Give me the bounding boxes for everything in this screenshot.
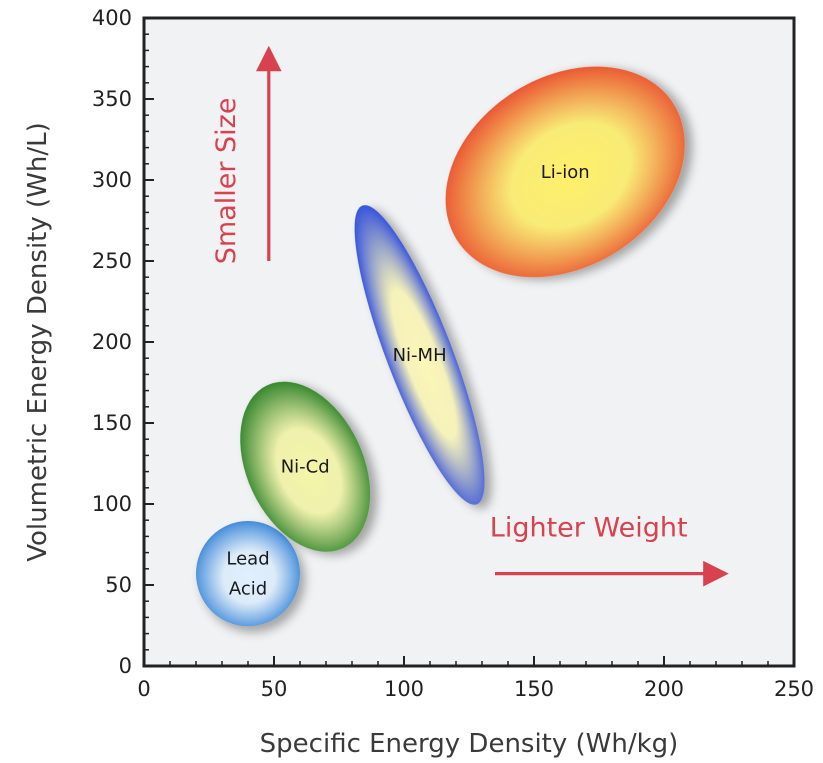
region-label-line: Ni-MH <box>393 345 447 366</box>
x-tick-label: 100 <box>384 677 424 701</box>
y-tick-label: 150 <box>92 411 132 435</box>
region-li-ion <box>445 66 685 278</box>
region-label-line: Ni-Cd <box>281 457 330 478</box>
region-label-line: Lead <box>226 549 269 570</box>
region-label-ni-mh: Ni-MH <box>393 345 447 366</box>
region-label-li-ion: Li-ion <box>541 162 590 183</box>
y-tick-label: 200 <box>92 330 132 354</box>
region-label-ni-cd: Ni-Cd <box>281 457 330 478</box>
y-axis-label: Volumetric Energy Density (Wh/L) <box>23 122 53 562</box>
region-ni-mh <box>354 205 485 505</box>
y-tick-label: 50 <box>105 573 132 597</box>
x-tick-label: 0 <box>137 677 150 701</box>
region-label-lead-acid: Lead Acid <box>226 549 269 600</box>
y-tick-label: 400 <box>92 6 132 30</box>
region-label-line: Li-ion <box>541 162 590 183</box>
annotation-smaller-size: Smaller Size <box>211 98 242 265</box>
annotation-lighter-weight: Lighter Weight <box>490 512 688 543</box>
y-tick-label: 0 <box>119 654 132 678</box>
region-labels-layer: Lead Acid Ni-Cd Ni-MH Li-ion <box>226 162 589 600</box>
y-tick-label: 300 <box>92 168 132 192</box>
regions-layer <box>196 66 685 627</box>
region-ni-cd <box>240 381 371 552</box>
x-tick-label: 150 <box>514 677 554 701</box>
region-label-line: Acid <box>229 579 267 600</box>
y-axis: 0 50 100 150 200 250 300 350 400 <box>92 6 154 678</box>
y-tick-label: 100 <box>92 492 132 516</box>
x-tick-label: 200 <box>644 677 684 701</box>
x-tick-label: 250 <box>774 677 814 701</box>
annotations-layer: Smaller Size Lighter Weight <box>211 45 729 587</box>
y-tick-label: 250 <box>92 249 132 273</box>
x-axis: 0 50 100 150 200 250 <box>137 656 814 701</box>
x-axis-label: Specific Energy Density (Wh/kg) <box>260 729 679 759</box>
x-tick-label: 50 <box>261 677 288 701</box>
y-tick-label: 350 <box>92 87 132 111</box>
region-lead-acid <box>196 521 300 627</box>
